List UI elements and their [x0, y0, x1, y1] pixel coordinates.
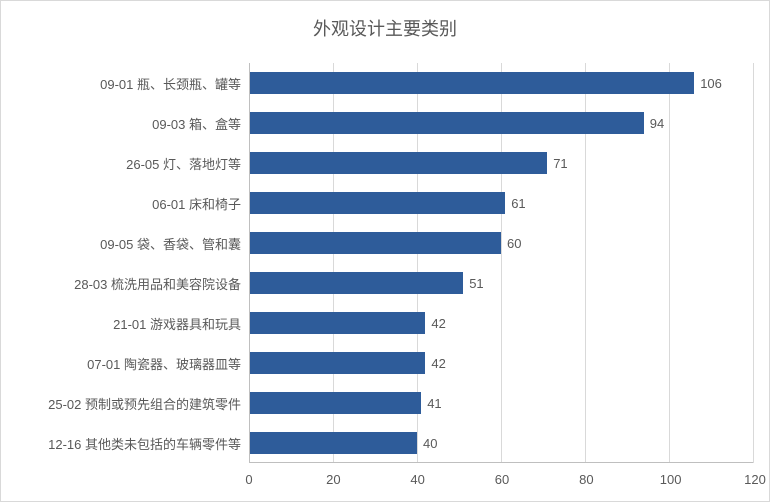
x-axis-tick-label: 0 [245, 472, 252, 487]
x-axis-tick-label: 40 [410, 472, 424, 487]
bar-row: 60 [249, 232, 753, 254]
bar-row: 61 [249, 192, 753, 214]
y-axis-category-label: 25-02 预制或预先组合的建筑零件 [17, 392, 249, 414]
chart-container: 外观设计主要类别 09-01 瓶、长颈瓶、罐等 09-03 箱、盒等 26-05 灯… [0, 0, 770, 502]
bar-value-label: 94 [650, 116, 664, 131]
bar-row: 42 [249, 312, 753, 334]
plot-area: 106 94 71 61 60 51 42 42 41 40 [249, 63, 753, 463]
bar-row: 94 [249, 112, 753, 134]
bar-row: 106 [249, 72, 753, 94]
bar [249, 352, 425, 374]
bar-row: 40 [249, 432, 753, 454]
bar-value-label: 60 [507, 236, 521, 251]
bar-value-label: 61 [511, 196, 525, 211]
bar-value-label: 40 [423, 436, 437, 451]
bar-row: 42 [249, 352, 753, 374]
bar [249, 232, 501, 254]
y-axis-category-label: 12-16 其他类未包括的车辆零件等 [17, 432, 249, 454]
bar [249, 192, 505, 214]
x-axis-tick-label: 80 [579, 472, 593, 487]
y-axis-line [249, 63, 250, 463]
bar [249, 152, 547, 174]
bar [249, 272, 463, 294]
bar-row: 71 [249, 152, 753, 174]
y-axis-category-label: 09-05 袋、香袋、管和囊 [17, 232, 249, 254]
bar [249, 312, 425, 334]
x-axis-tick-label: 60 [495, 472, 509, 487]
y-axis-category-label: 21-01 游戏器具和玩具 [17, 312, 249, 334]
y-axis-category-label: 09-03 箱、盒等 [17, 112, 249, 134]
y-axis-category-label: 07-01 陶瓷器、玻璃器皿等 [17, 352, 249, 374]
x-axis-tick-label: 120 [744, 472, 766, 487]
bar-value-label: 51 [469, 276, 483, 291]
chart-title: 外观设计主要类别 [1, 1, 769, 47]
plot-wrap: 09-01 瓶、长颈瓶、罐等 09-03 箱、盒等 26-05 灯、落地灯等 06-0… [17, 63, 753, 463]
bar-value-label: 42 [431, 356, 445, 371]
gridline [753, 63, 754, 463]
bar-value-label: 42 [431, 316, 445, 331]
bar-value-label: 106 [700, 76, 722, 91]
x-axis-line [249, 462, 753, 463]
bar-value-label: 41 [427, 396, 441, 411]
x-axis-tick-label: 100 [660, 472, 682, 487]
bar [249, 432, 417, 454]
bar-value-label: 71 [553, 156, 567, 171]
bar [249, 112, 644, 134]
y-axis-category-label: 26-05 灯、落地灯等 [17, 152, 249, 174]
y-axis-category-label: 06-01 床和椅子 [17, 192, 249, 214]
bar [249, 72, 694, 94]
bar-row: 41 [249, 392, 753, 414]
y-axis-category-label: 28-03 梳洗用品和美容院设备 [17, 272, 249, 294]
y-axis-category-label: 09-01 瓶、长颈瓶、罐等 [17, 72, 249, 94]
x-axis-tick-label: 20 [326, 472, 340, 487]
bar-row: 51 [249, 272, 753, 294]
bar [249, 392, 421, 414]
